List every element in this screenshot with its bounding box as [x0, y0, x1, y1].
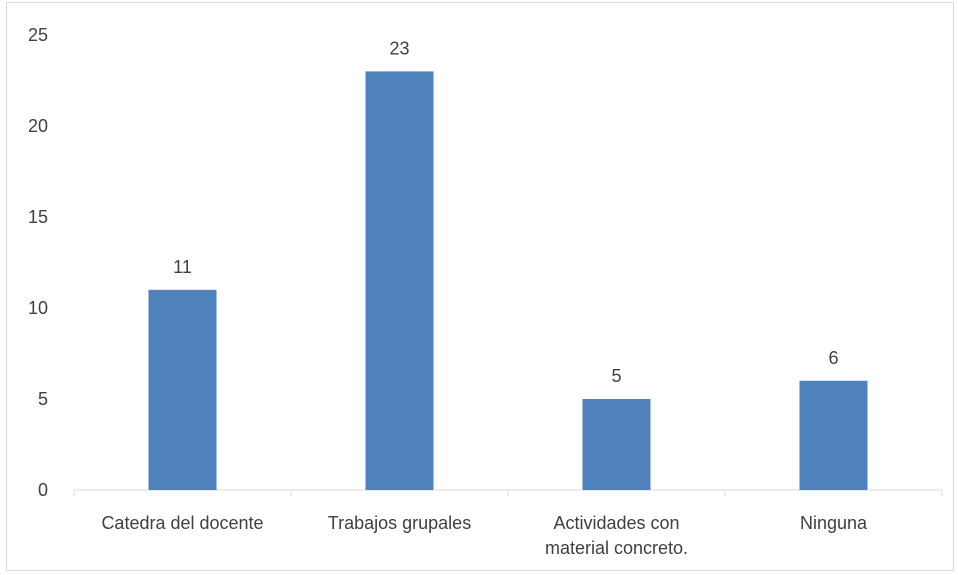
bar [582, 399, 651, 490]
y-tick-label: 0 [38, 480, 48, 500]
bar [148, 289, 217, 490]
data-label: 6 [828, 348, 838, 368]
data-label: 23 [389, 38, 409, 58]
x-tick-label: material concreto. [545, 538, 688, 558]
y-tick-label: 25 [28, 25, 48, 45]
data-label: 11 [173, 257, 192, 277]
y-tick-label: 5 [38, 389, 48, 409]
bar [365, 71, 434, 491]
y-tick-label: 15 [28, 207, 48, 227]
x-tick-label: Actividades con [553, 513, 679, 533]
x-tick-label: Trabajos grupales [328, 513, 471, 533]
y-tick-label: 10 [28, 298, 48, 318]
x-tick-label: Catedra del docente [101, 513, 263, 533]
y-tick-label: 20 [28, 116, 48, 136]
data-label: 5 [611, 366, 621, 386]
bar [799, 380, 868, 490]
x-tick-label: Ninguna [800, 513, 868, 533]
